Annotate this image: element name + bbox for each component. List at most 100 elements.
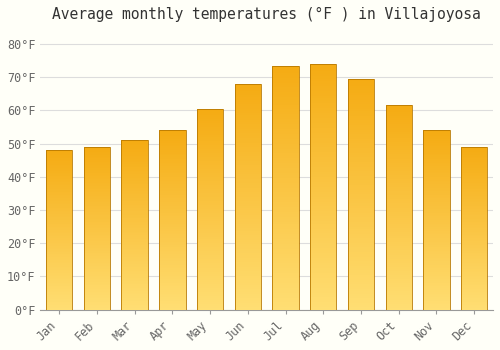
Bar <box>424 179 450 181</box>
Bar <box>197 251 224 253</box>
Bar <box>424 197 450 198</box>
Bar <box>122 198 148 199</box>
Bar <box>84 233 110 235</box>
Bar <box>159 229 186 231</box>
Bar <box>348 236 374 238</box>
Bar <box>234 282 261 285</box>
Bar <box>461 188 487 189</box>
Bar <box>310 248 336 251</box>
Bar <box>197 111 224 113</box>
Bar <box>46 275 72 276</box>
Bar <box>122 167 148 169</box>
Bar <box>84 275 110 277</box>
Bar <box>424 184 450 186</box>
Bar <box>159 193 186 195</box>
Bar <box>348 268 374 271</box>
Bar <box>424 177 450 179</box>
Bar <box>234 235 261 237</box>
Bar <box>272 80 299 83</box>
Bar <box>46 179 72 181</box>
Bar <box>424 200 450 202</box>
Bar <box>84 212 110 214</box>
Bar <box>348 174 374 176</box>
Bar <box>46 251 72 252</box>
Bar <box>159 188 186 189</box>
Bar <box>122 298 148 300</box>
Bar <box>159 286 186 288</box>
Bar <box>234 165 261 167</box>
Bar <box>272 158 299 161</box>
Bar <box>424 163 450 164</box>
Bar <box>386 242 412 244</box>
Bar <box>461 207 487 209</box>
Bar <box>84 287 110 288</box>
Bar <box>348 206 374 208</box>
Bar <box>159 204 186 206</box>
Bar <box>310 298 336 300</box>
Bar <box>310 236 336 238</box>
Bar <box>84 256 110 258</box>
Bar <box>386 105 412 107</box>
Bar <box>461 176 487 178</box>
Bar <box>46 209 72 211</box>
Bar <box>234 285 261 287</box>
Bar <box>424 138 450 139</box>
Bar <box>159 218 186 220</box>
Bar <box>122 254 148 256</box>
Bar <box>197 133 224 135</box>
Bar <box>424 254 450 256</box>
Bar <box>424 216 450 218</box>
Bar <box>46 264 72 265</box>
Bar <box>122 269 148 271</box>
Bar <box>46 229 72 230</box>
Bar <box>348 95 374 97</box>
Bar <box>122 176 148 177</box>
Bar <box>386 193 412 195</box>
Bar <box>234 204 261 206</box>
Bar <box>310 152 336 155</box>
Bar <box>310 221 336 224</box>
Bar <box>159 150 186 152</box>
Bar <box>84 308 110 310</box>
Bar <box>122 282 148 284</box>
Bar <box>234 172 261 174</box>
Bar <box>46 302 72 303</box>
Bar <box>310 216 336 219</box>
Bar <box>272 256 299 258</box>
Bar <box>461 230 487 232</box>
Bar <box>386 146 412 148</box>
Bar <box>122 240 148 242</box>
Bar <box>386 220 412 222</box>
Bar <box>310 206 336 209</box>
Bar <box>122 222 148 223</box>
Bar <box>348 282 374 284</box>
Bar <box>272 168 299 170</box>
Bar <box>122 289 148 291</box>
Bar <box>122 272 148 274</box>
Bar <box>461 307 487 308</box>
Bar <box>46 227 72 229</box>
Bar <box>234 129 261 131</box>
Bar <box>159 232 186 234</box>
Bar <box>197 280 224 282</box>
Bar <box>272 202 299 205</box>
Bar <box>461 300 487 302</box>
Bar <box>234 240 261 242</box>
Bar <box>386 228 412 230</box>
Bar <box>122 218 148 220</box>
Bar <box>159 186 186 188</box>
Bar <box>84 184 110 186</box>
Bar <box>234 260 261 262</box>
Bar <box>159 184 186 186</box>
Bar <box>386 161 412 163</box>
Bar <box>272 73 299 75</box>
Bar <box>348 215 374 217</box>
Bar <box>234 152 261 154</box>
Bar <box>197 173 224 175</box>
Bar <box>310 89 336 91</box>
Bar <box>461 238 487 240</box>
Bar <box>310 113 336 116</box>
Bar <box>424 283 450 285</box>
Bar <box>310 162 336 164</box>
Bar <box>46 243 72 244</box>
